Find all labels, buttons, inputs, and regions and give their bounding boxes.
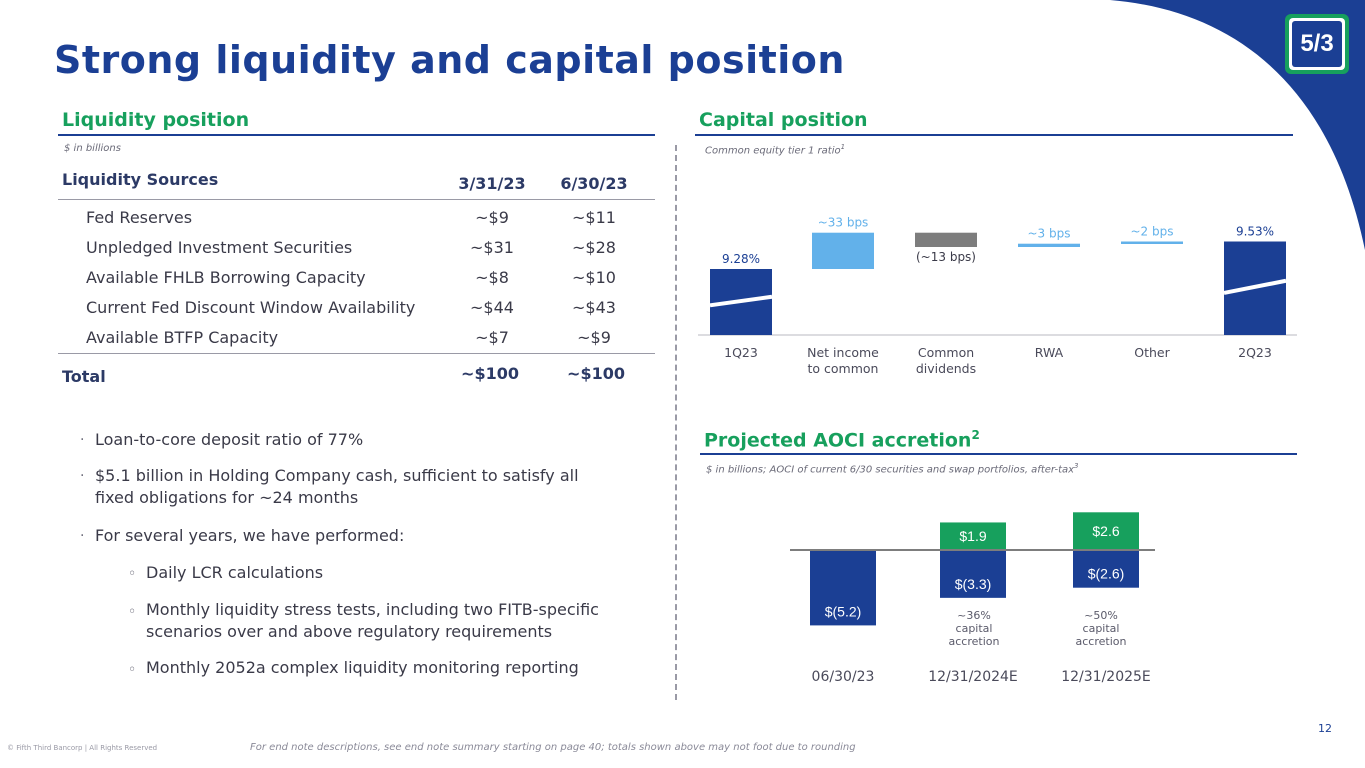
aoci-category-label: 06/30/23 — [812, 669, 875, 685]
subbullet-lcr: Daily LCR calculations — [146, 563, 324, 582]
row-label: Fed Reserves — [86, 208, 193, 227]
aoci-bar-accretion — [1073, 512, 1139, 550]
header-divider — [58, 199, 655, 200]
aoci-negative-label: $(5.2) — [825, 603, 862, 619]
capital-data-label: 9.28% — [722, 252, 760, 266]
col-header-sources: Liquidity Sources — [62, 170, 219, 189]
capital-data-label: ~2 bps — [1131, 225, 1174, 239]
endnote: For end note descriptions, see end note … — [250, 742, 856, 753]
row-q2: ~$9 — [577, 328, 611, 347]
aoci-chart: $(5.2) 06/30/23 $(3.3) $1.9 12/31/2024E $(2.6… — [790, 512, 1155, 685]
page-number: 12 — [1318, 722, 1332, 735]
row-q2: ~$28 — [572, 238, 616, 257]
col-header-q2: 6/30/23 — [560, 174, 628, 193]
aoci-bar-accretion — [940, 522, 1006, 550]
row-label: Available FHLB Borrowing Capacity — [86, 268, 366, 287]
bullet-cash-2: fixed obligations for ~24 months — [95, 488, 359, 507]
capital-bar — [915, 232, 977, 247]
capital-category-label: Other — [1134, 345, 1170, 360]
subbullet-stress-1: Monthly liquidity stress tests, includin… — [146, 600, 599, 619]
copyright: © Fifth Third Bancorp | All Rights Reser… — [7, 744, 158, 752]
bullet-performed: For several years, we have performed: — [95, 526, 405, 545]
aoci-note: $ in billions; AOCI of current 6/30 secu… — [706, 462, 1079, 476]
logo-text: 5/3 — [1292, 21, 1342, 67]
column-divider — [675, 145, 677, 700]
subbullet-stress-2: scenarios over and above regulatory requ… — [146, 622, 553, 641]
axis-break — [709, 294, 773, 308]
capital-data-label: (~13 bps) — [916, 250, 976, 264]
axis-break — [1223, 278, 1287, 295]
aoci-category-label: 12/31/2024E — [928, 669, 1018, 685]
liquidity-note: $ in billions — [64, 143, 121, 154]
capital-bar — [1018, 243, 1080, 247]
page-title: Strong liquidity and capital position — [54, 38, 845, 82]
bullet-dot: · — [80, 432, 85, 448]
aoci-rule — [700, 453, 1297, 455]
capital-data-label: ~33 bps — [818, 216, 869, 230]
row-q1: ~$31 — [470, 238, 514, 257]
subbullet-circle: ◦ — [128, 566, 137, 582]
aoci-bar-negative — [940, 550, 1006, 598]
liquidity-heading: Liquidity position — [62, 109, 250, 131]
row-q1: ~$8 — [475, 268, 509, 287]
capital-category-label: dividends — [916, 361, 976, 376]
row-q1: ~$7 — [475, 328, 509, 347]
total-q2: ~$100 — [567, 364, 625, 383]
aoci-bar-negative — [810, 550, 876, 626]
capital-bar — [1121, 241, 1183, 244]
capital-data-label: ~3 bps — [1028, 227, 1071, 241]
row-label: Current Fed Discount Window Availability — [86, 298, 416, 317]
aoci-negative-label: $(3.3) — [955, 576, 992, 592]
aoci-accretion-label: $2.6 — [1092, 523, 1119, 539]
bullet-dot: · — [80, 528, 85, 544]
capital-category-label: Net income — [807, 345, 879, 360]
capital-category-label: to common — [808, 361, 879, 376]
subbullet-circle: ◦ — [128, 662, 137, 678]
capital-category-label: Common — [918, 345, 974, 360]
subbullet-circle: ◦ — [128, 604, 137, 620]
total-label: Total — [62, 367, 106, 386]
row-q2: ~$10 — [572, 268, 616, 287]
capital-note: Common equity tier 1 ratio1 — [705, 143, 846, 157]
accretion-note-2024: ~36% capital accretion — [948, 609, 1000, 648]
capital-bar — [812, 232, 874, 269]
capital-heading: Capital position — [699, 109, 868, 131]
accretion-note-2025: ~50% capital accretion — [1075, 609, 1127, 648]
subbullet-2052a: Monthly 2052a complex liquidity monitori… — [146, 658, 579, 677]
row-label: Available BTFP Capacity — [86, 328, 279, 347]
aoci-negative-label: $(2.6) — [1088, 566, 1125, 582]
total-divider — [58, 353, 655, 354]
capital-rule — [695, 134, 1293, 136]
capital-category-label: 1Q23 — [724, 345, 758, 360]
capital-data-label: 9.53% — [1236, 225, 1274, 239]
capital-category-label: 2Q23 — [1238, 345, 1272, 360]
row-label: Unpledged Investment Securities — [86, 238, 353, 257]
fifth-third-logo: 5/3 — [1285, 14, 1349, 74]
aoci-category-label: 12/31/2025E — [1061, 669, 1151, 685]
row-q2: ~$43 — [572, 298, 616, 317]
aoci-heading: Projected AOCI accretion2 — [704, 428, 980, 452]
aoci-bar-negative — [1073, 550, 1139, 588]
bullet-cash-1: $5.1 billion in Holding Company cash, su… — [95, 466, 579, 485]
col-header-q1: 3/31/23 — [458, 174, 526, 193]
bullet-dot: · — [80, 468, 85, 484]
row-q2: ~$11 — [572, 208, 616, 227]
row-q1: ~$9 — [475, 208, 509, 227]
capital-category-label: RWA — [1035, 345, 1064, 360]
row-q1: ~$44 — [470, 298, 514, 317]
bullet-ltd: Loan-to-core deposit ratio of 77% — [95, 430, 364, 449]
total-q1: ~$100 — [461, 364, 519, 383]
liquidity-rule — [58, 134, 655, 136]
aoci-accretion-label: $1.9 — [959, 528, 986, 544]
